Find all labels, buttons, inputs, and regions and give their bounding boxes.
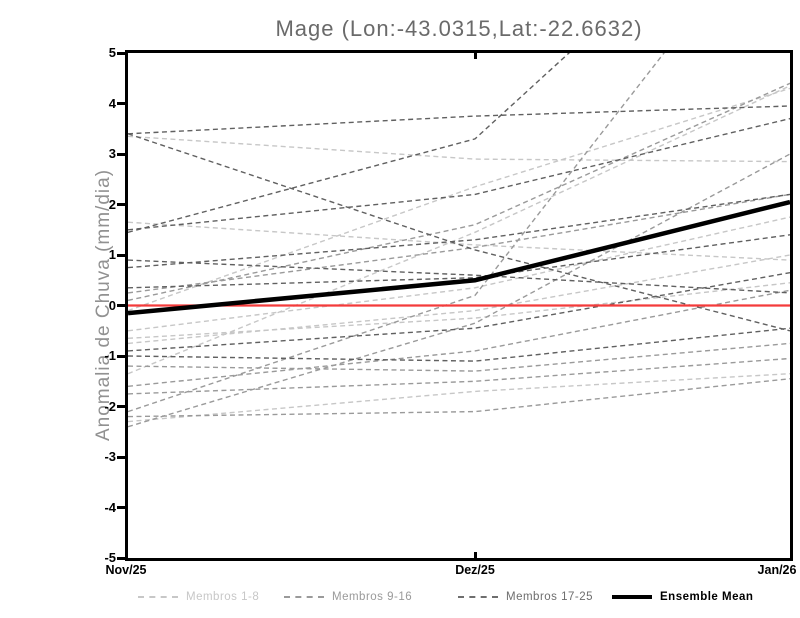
y-tick-label-1: 1	[108, 247, 116, 262]
y-tick-label-4: 4	[108, 95, 116, 111]
y-tick-mark-5	[117, 51, 126, 55]
y-tick-label--5: -5	[104, 550, 116, 565]
y-tick-mark--1	[117, 354, 126, 358]
legend-item-membros-9-16: Membros 9-16	[284, 589, 412, 605]
member-line-membro-1	[128, 135, 790, 163]
member-line-membro-4	[128, 216, 790, 332]
legend-label-membros-17-25: Membros 17-25	[506, 591, 594, 603]
y-tick-label--1: -1	[104, 348, 116, 363]
y-tick-label--2: -2	[104, 398, 116, 414]
legend-line-sample-membros-1-8	[138, 596, 178, 598]
legend-line-sample-membros-17-25	[458, 596, 498, 598]
member-line-membro-25	[128, 327, 790, 362]
x-tick-label-dez: Dez/25	[455, 563, 495, 577]
y-tick-mark-3	[117, 152, 126, 156]
legend-line-sample-ensemble-mean	[612, 595, 652, 599]
member-line-membro-5	[128, 282, 790, 339]
y-tick-label-2: 2	[108, 196, 116, 212]
y-tick-mark-4	[117, 102, 126, 105]
x-tick-mark-dez-bottom	[474, 552, 477, 558]
member-line-membro-18	[128, 105, 790, 135]
member-line-membro-13	[128, 289, 790, 387]
legend-item-ensemble-mean: Ensemble Mean	[612, 589, 753, 605]
y-tick-label--3: -3	[104, 449, 116, 464]
plot-lines	[128, 53, 790, 428]
plot-area	[125, 50, 793, 561]
member-line-membro-12	[128, 342, 790, 372]
ensemble-mean-line	[128, 199, 790, 316]
member-line-membro-3	[128, 87, 790, 312]
y-tick-mark-1	[117, 253, 126, 257]
y-tick-mark-2	[117, 203, 126, 206]
member-line-membro-17	[128, 133, 790, 332]
member-line-membro-11	[128, 193, 790, 294]
legend-item-membros-17-25: Membros 17-25	[458, 589, 593, 605]
legend-label-ensemble-mean: Ensemble Mean	[660, 591, 754, 603]
member-line-membro-20	[128, 117, 790, 231]
legend-label-membros-1-8: Membros 1-8	[186, 591, 260, 603]
member-line-membro-9	[128, 53, 665, 413]
x-tick-label-nov: Nov/25	[105, 563, 147, 577]
member-line-membro-19	[128, 53, 571, 233]
member-line-membro-21	[128, 259, 790, 294]
plot-title: Mage (Lon:-43.0315,Lat:-22.6632)	[275, 16, 643, 41]
member-line-membro-7	[128, 85, 790, 375]
x-tick-mark-dez-top	[474, 53, 477, 59]
y-tick-label--4: -4	[104, 499, 116, 515]
y-tick-mark--5	[117, 556, 126, 560]
member-line-membro-10	[128, 153, 790, 428]
y-tick-label-3: 3	[108, 146, 116, 161]
legend-line-sample-membros-9-16	[284, 596, 324, 598]
y-tick-mark-0	[117, 304, 126, 307]
y-tick-mark--4	[117, 506, 126, 509]
y-tick-mark--3	[117, 455, 126, 459]
member-line-membro-6	[128, 254, 790, 345]
legend-label-membros-9-16: Membros 9-16	[332, 591, 413, 603]
y-tick-label-5: 5	[108, 45, 116, 60]
y-tick-mark--2	[117, 405, 126, 408]
y-tick-label-0: 0	[108, 297, 116, 313]
x-tick-label-jan: Jan/26	[757, 563, 797, 577]
legend-item-membros-1-8: Membros 1-8	[138, 589, 259, 605]
